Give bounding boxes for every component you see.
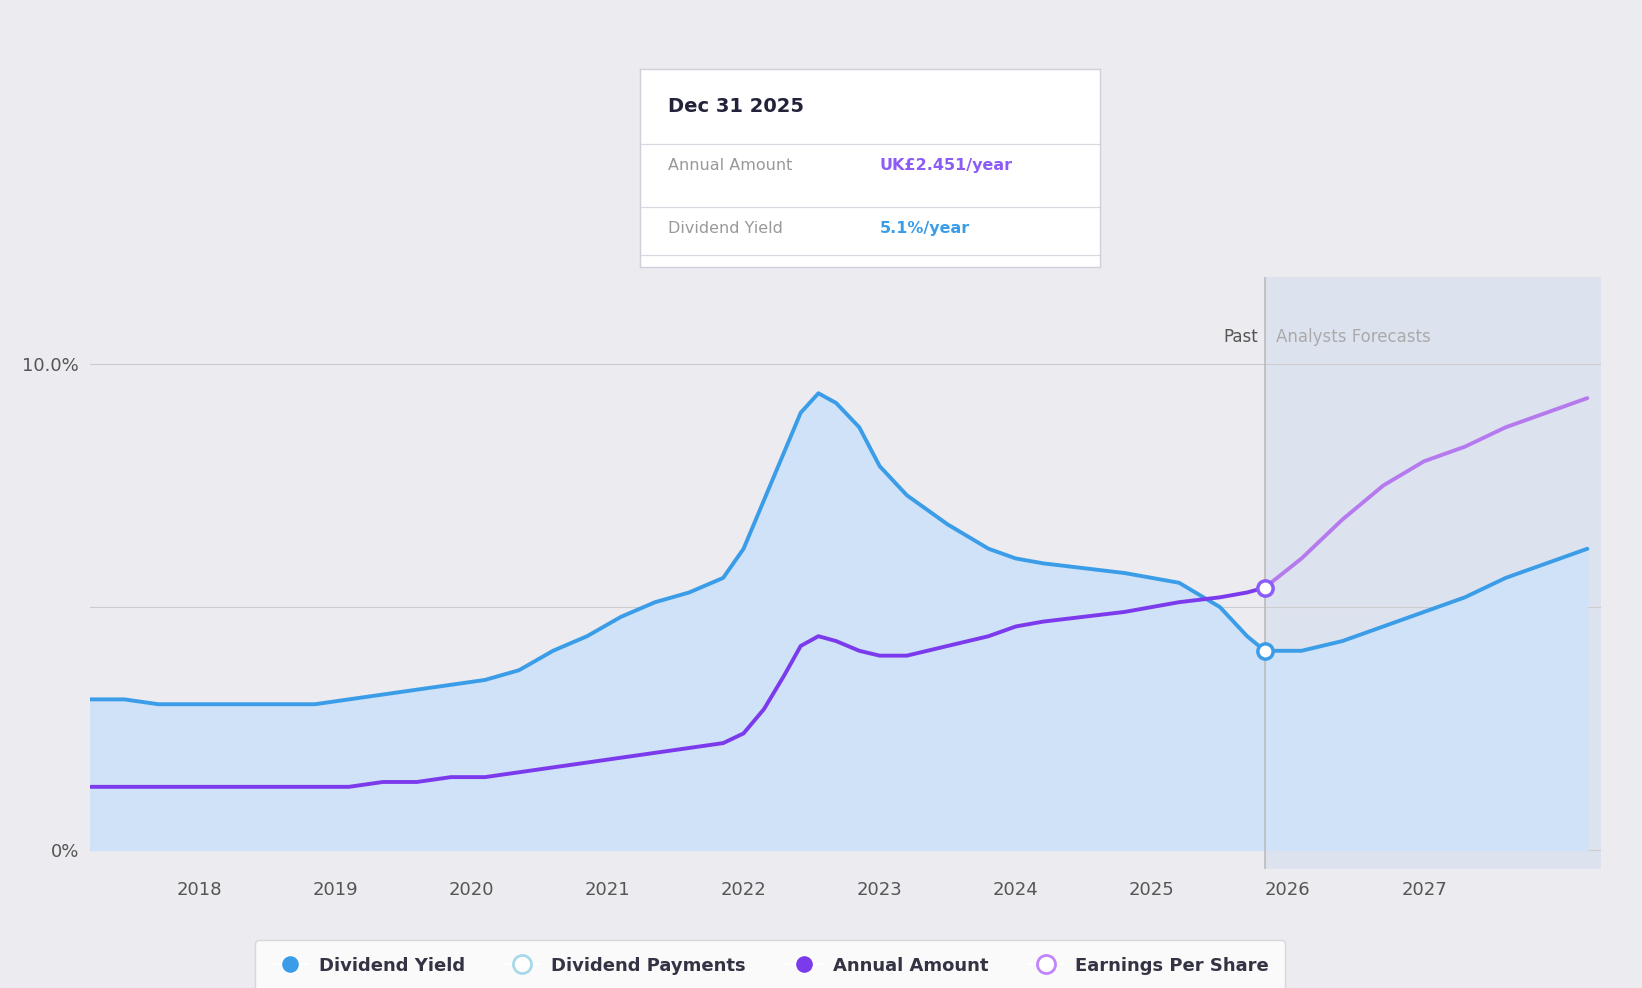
Text: Annual Amount: Annual Amount	[668, 158, 793, 173]
Text: UK£2.451/year: UK£2.451/year	[880, 158, 1013, 173]
Text: Analysts Forecasts: Analysts Forecasts	[1276, 328, 1430, 346]
Text: Dec 31 2025: Dec 31 2025	[668, 97, 805, 116]
Text: Dividend Yield: Dividend Yield	[668, 221, 783, 236]
Text: 5.1%/year: 5.1%/year	[880, 221, 970, 236]
Bar	[1264, 277, 1601, 869]
Text: Past: Past	[1223, 328, 1258, 346]
Legend: Dividend Yield, Dividend Payments, Annual Amount, Earnings Per Share: Dividend Yield, Dividend Payments, Annua…	[256, 941, 1284, 988]
